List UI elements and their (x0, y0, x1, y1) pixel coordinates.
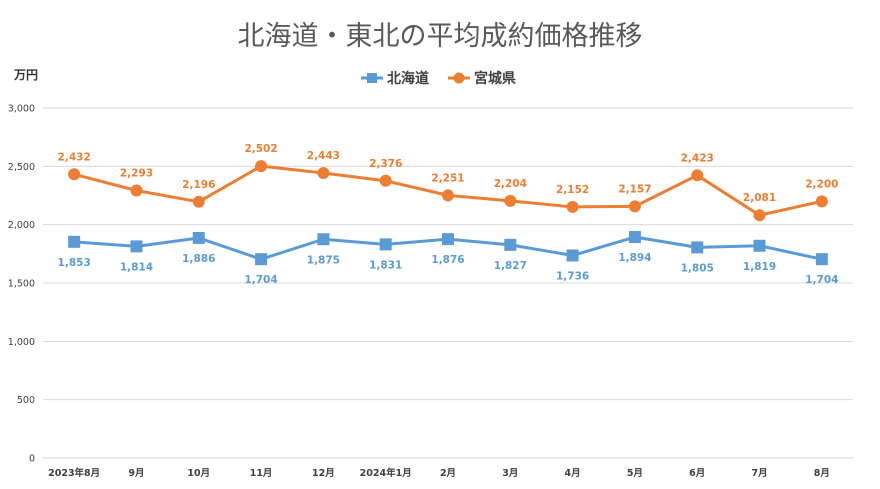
chart-title: 北海道・東北の平均成約価格推移 (238, 21, 643, 52)
data-point (504, 238, 517, 251)
data-point (815, 195, 828, 208)
series-layer: 1,853 1,814 1,886 1,704 1,875 1,831 1,876 1,827… (58, 143, 839, 286)
data-point (691, 241, 704, 254)
data-label: 1,819 (743, 261, 776, 273)
legend-item: 北海道 (361, 70, 429, 87)
x-tick-label: 6月 (689, 468, 705, 479)
data-label: 1,831 (369, 259, 402, 271)
x-tick-label: 3月 (502, 468, 518, 479)
legend-marker (453, 72, 465, 84)
data-point (255, 160, 268, 173)
data-label: 2,157 (618, 183, 651, 195)
data-label: 2,293 (120, 167, 153, 179)
data-label: 2,432 (58, 151, 91, 163)
data-label: 2,200 (805, 178, 838, 190)
data-label: 2,152 (556, 184, 589, 196)
x-axis: 2023年8月 9月 10月 11月 12月 2024年1月 2月 3月 4月 5月 6月 7月 8月 (48, 467, 830, 479)
data-point (379, 238, 392, 251)
data-label: 1,736 (556, 270, 589, 282)
data-label: 1,886 (182, 253, 215, 265)
data-point (317, 233, 330, 246)
data-point (691, 169, 704, 182)
x-tick-label: 2024年1月 (360, 467, 412, 479)
data-point (379, 174, 392, 187)
data-label: 2,251 (431, 172, 464, 184)
data-point (753, 239, 766, 252)
data-point (504, 194, 517, 207)
x-tick-label: 11月 (250, 468, 273, 479)
data-label: 2,443 (307, 150, 340, 162)
data-point (442, 189, 454, 202)
data-label: 1,805 (681, 262, 714, 274)
legend-item: 宮城県 (448, 70, 516, 87)
x-tick-label: 2月 (440, 468, 456, 479)
y-tick-label: 0 (29, 454, 35, 465)
y-tick-label: 3,000 (8, 104, 35, 115)
series-2: 2,432 2,293 2,196 2,502 2,443 2,376 2,251 2,204… (58, 143, 838, 222)
legend: 北海道 宮城県 (361, 70, 516, 87)
data-point (130, 240, 143, 253)
x-tick-label: 12月 (312, 468, 335, 479)
x-tick-label: 4月 (565, 468, 581, 479)
data-label: 1,704 (244, 274, 277, 286)
data-point (130, 184, 143, 197)
data-label: 1,876 (431, 254, 464, 266)
data-label: 2,502 (244, 143, 277, 155)
data-label: 2,081 (743, 192, 776, 204)
x-tick-label: 5月 (627, 468, 643, 479)
x-tick-label: 9月 (128, 468, 144, 479)
data-label: 2,204 (494, 178, 527, 190)
data-label: 1,894 (618, 252, 651, 264)
series-1: 1,853 1,814 1,886 1,704 1,875 1,831 1,876 1,827… (58, 231, 838, 286)
y-tick-label: 1,000 (8, 337, 35, 348)
legend-label: 北海道 (387, 70, 429, 87)
data-label: 1,853 (58, 257, 91, 269)
gridlines (43, 107, 853, 459)
x-tick-label: 10月 (187, 468, 210, 479)
data-point (566, 249, 579, 262)
data-point (68, 235, 81, 248)
x-tick-label: 2023年8月 (48, 467, 100, 479)
data-point (317, 166, 330, 179)
data-point (192, 195, 205, 208)
data-point (566, 200, 579, 213)
data-point (815, 253, 828, 266)
x-tick-label: 7月 (751, 468, 767, 479)
data-label: 1,704 (805, 274, 838, 286)
data-point (255, 253, 268, 266)
data-point (753, 209, 766, 222)
data-label: 2,196 (182, 179, 215, 191)
data-point (192, 231, 205, 244)
data-label: 1,827 (494, 260, 527, 272)
y-tick-label: 1,500 (8, 279, 35, 290)
legend-marker (367, 73, 377, 83)
y-tick-label: 500 (17, 395, 35, 406)
y-tick-label: 2,000 (8, 220, 35, 231)
data-label: 1,875 (307, 254, 340, 266)
data-label: 2,423 (681, 152, 714, 164)
legend-label: 宮城県 (474, 70, 516, 87)
y-axis-unit-label: 万円 (13, 68, 38, 82)
data-point (628, 200, 641, 213)
x-tick-label: 8月 (814, 468, 830, 479)
data-point (68, 168, 81, 181)
data-point (442, 233, 454, 246)
y-axis: 0 500 1,000 1,500 2,000 2,500 3,000 (8, 104, 35, 465)
y-tick-label: 2,500 (8, 162, 35, 173)
data-label: 1,814 (120, 261, 153, 273)
data-label: 2,376 (369, 158, 402, 170)
data-point (628, 231, 641, 244)
